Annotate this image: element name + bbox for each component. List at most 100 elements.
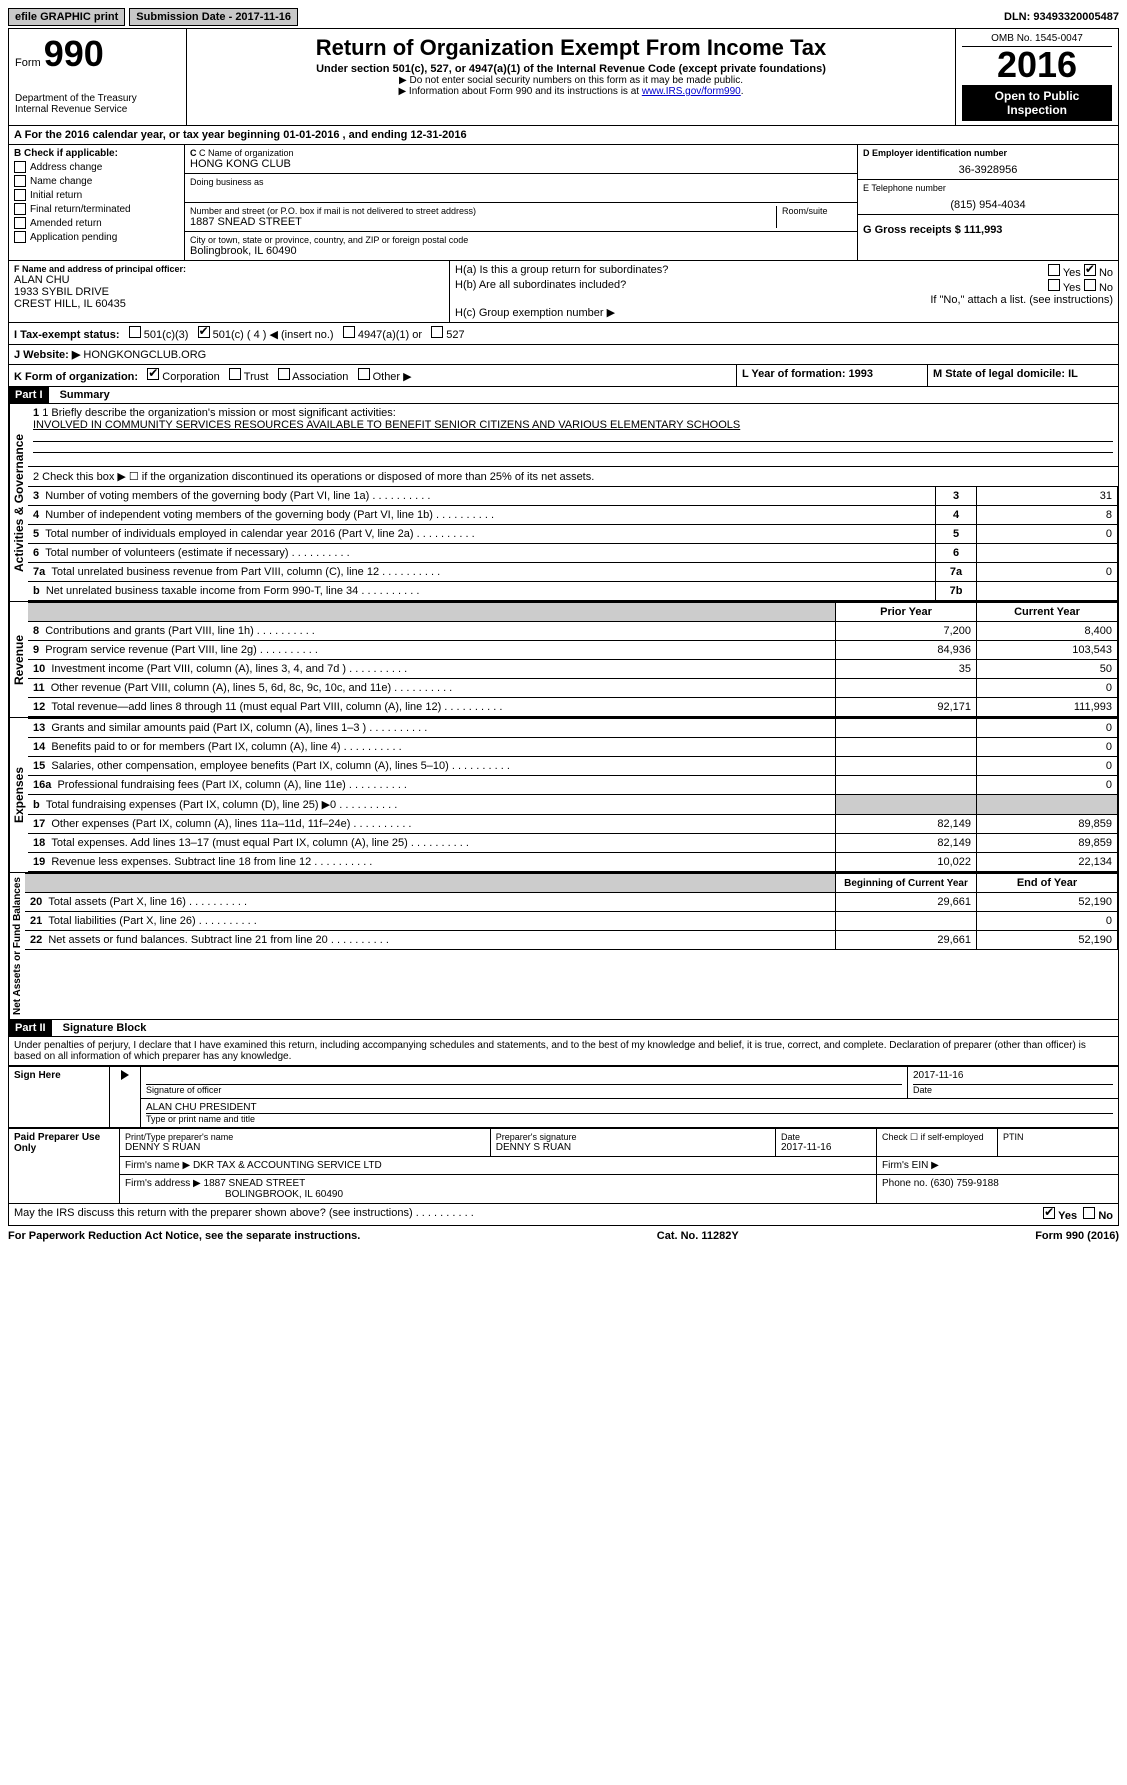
irs-link[interactable]: www.IRS.gov/form990 (642, 86, 741, 97)
part1-subtitle: Summary (52, 389, 110, 401)
cb-discuss-yes[interactable] (1043, 1207, 1055, 1219)
form-label: Form (15, 57, 41, 69)
irs-label: Internal Revenue Service (15, 104, 180, 115)
officer-print: ALAN CHU PRESIDENT (146, 1102, 1113, 1114)
cb-hb-yes[interactable] (1048, 279, 1060, 291)
section-d-e-g: D Employer identification number 36-3928… (858, 145, 1118, 260)
firm-addr-label: Firm's address ▶ (125, 1178, 201, 1189)
cb-application-pending[interactable] (14, 231, 26, 243)
street: 1887 SNEAD STREET (190, 216, 776, 228)
rev-label: Revenue (9, 602, 28, 717)
cb-amended-return[interactable] (14, 217, 26, 229)
phone: (815) 954-4034 (863, 199, 1113, 211)
city: Bolingbrook, IL 60490 (190, 245, 852, 257)
line2: 2 Check this box ▶ ☐ if the organization… (28, 467, 1118, 486)
sign-here-label: Sign Here (9, 1067, 110, 1128)
cb-initial-return[interactable] (14, 189, 26, 201)
section-k: K Form of organization: Corporation Trus… (9, 365, 737, 386)
year-box: OMB No. 1545-0047 2016 Open to Public In… (956, 29, 1118, 125)
arrow-icon (121, 1070, 129, 1080)
form-title: Return of Organization Exempt From Incom… (193, 35, 949, 61)
c-label: C C Name of organization (190, 148, 852, 158)
na-table: Beginning of Current YearEnd of Year20 T… (25, 873, 1118, 950)
cb-discuss-no[interactable] (1083, 1207, 1095, 1219)
cb-other[interactable] (358, 368, 370, 380)
m-label: M State of legal domicile: IL (928, 365, 1118, 386)
submission-date-button[interactable]: Submission Date - 2017-11-16 (129, 8, 298, 26)
form-ref: Form 990 (2016) (1035, 1230, 1119, 1242)
part2-header: Part II Signature Block (8, 1020, 1119, 1037)
cb-501c[interactable] (198, 326, 210, 338)
footer: For Paperwork Reduction Act Notice, see … (8, 1230, 1119, 1242)
form-header: Form 990 Department of the Treasury Inte… (8, 28, 1119, 126)
paid-preparer-table: Paid Preparer Use Only Print/Type prepar… (8, 1128, 1119, 1204)
street-label: Number and street (or P.O. box if mail i… (190, 206, 776, 216)
cb-hb-no[interactable] (1084, 279, 1096, 291)
sig-officer-label: Signature of officer (146, 1085, 902, 1095)
type-label: Type or print name and title (146, 1114, 1113, 1124)
sign-here-table: Sign Here Signature of officer 2017-11-1… (8, 1066, 1119, 1128)
section-i: I Tax-exempt status: 501(c)(3) 501(c) ( … (9, 323, 1118, 344)
prep-name-label: Print/Type preparer's name (125, 1132, 485, 1142)
gov-table: 3 Number of voting members of the govern… (28, 486, 1118, 601)
pra-notice: For Paperwork Reduction Act Notice, see … (8, 1230, 360, 1242)
cb-name-change[interactable] (14, 175, 26, 187)
cb-ha-no[interactable] (1084, 264, 1096, 276)
section-b: B Check if applicable: Address change Na… (9, 145, 185, 260)
prep-sig-label: Preparer's signature (496, 1132, 770, 1142)
exp-label: Expenses (9, 718, 28, 872)
cb-assoc[interactable] (278, 368, 290, 380)
section-c: C C Name of organization HONG KONG CLUB … (185, 145, 858, 260)
firm-addr2: BOLINGBROOK, IL 60490 (125, 1189, 343, 1200)
prep-date-label: Date (781, 1132, 871, 1142)
part1-netassets: Net Assets or Fund Balances Beginning of… (8, 873, 1119, 1020)
dba-label: Doing business as (190, 177, 852, 187)
hb-note: If "No," attach a list. (see instruction… (455, 294, 1113, 306)
cb-ha-yes[interactable] (1048, 264, 1060, 276)
part2-title: Part II (9, 1020, 52, 1036)
section-j: J Website: ▶ HONGKONGCLUB.ORG (9, 345, 1118, 364)
ein: 36-3928956 (863, 164, 1113, 176)
section-a: A For the 2016 calendar year, or tax yea… (8, 126, 1119, 387)
officer-name: ALAN CHU (14, 274, 444, 286)
part1-header: Part I Summary (8, 387, 1119, 404)
section-f: F Name and address of principal officer:… (9, 261, 450, 322)
hc-label: H(c) Group exemption number ▶ (455, 306, 1113, 319)
cb-address-change[interactable] (14, 161, 26, 173)
part2-subtitle: Signature Block (55, 1022, 147, 1034)
prep-sig: DENNY S RUAN (496, 1142, 770, 1153)
ha-label: H(a) Is this a group return for subordin… (455, 264, 668, 279)
cb-501c3[interactable] (129, 326, 141, 338)
cb-final-return[interactable] (14, 203, 26, 215)
cb-trust[interactable] (229, 368, 241, 380)
note-info: ▶ Information about Form 990 and its ins… (193, 86, 949, 97)
title-box: Return of Organization Exempt From Incom… (187, 29, 956, 125)
prep-name: DENNY S RUAN (125, 1142, 485, 1153)
form-number: 990 (44, 33, 104, 74)
prep-date: 2017-11-16 (781, 1142, 871, 1153)
l-label: L Year of formation: 1993 (737, 365, 928, 386)
g-label: G Gross receipts $ 111,993 (863, 224, 1113, 236)
na-label: Net Assets or Fund Balances (9, 873, 25, 1019)
efile-button[interactable]: efile GRAPHIC print (8, 8, 125, 26)
gov-label: Activities & Governance (9, 404, 28, 601)
officer-addr1: 1933 SYBIL DRIVE (14, 286, 444, 298)
form-box: Form 990 Department of the Treasury Inte… (9, 29, 187, 125)
e-label: E Telephone number (863, 183, 1113, 193)
paid-label: Paid Preparer Use Only (9, 1129, 120, 1204)
check-se: Check ☐ if self-employed (882, 1132, 992, 1143)
f-label: F Name and address of principal officer: (14, 264, 444, 274)
rev-table: Prior YearCurrent Year8 Contributions an… (28, 602, 1118, 717)
exp-table: 13 Grants and similar amounts paid (Part… (28, 718, 1118, 872)
firm-name-label: Firm's name ▶ (125, 1160, 190, 1171)
room-label: Room/suite (782, 206, 852, 216)
org-name: HONG KONG CLUB (190, 158, 852, 170)
declaration: Under penalties of perjury, I declare th… (8, 1037, 1119, 1066)
line1-label: 1 1 Briefly describe the organization's … (33, 407, 1113, 419)
officer-addr2: CREST HILL, IL 60435 (14, 298, 444, 310)
city-label: City or town, state or province, country… (190, 235, 852, 245)
cb-527[interactable] (431, 326, 443, 338)
cb-4947[interactable] (343, 326, 355, 338)
cb-corp[interactable] (147, 368, 159, 380)
firm-name: DKR TAX & ACCOUNTING SERVICE LTD (193, 1160, 382, 1171)
